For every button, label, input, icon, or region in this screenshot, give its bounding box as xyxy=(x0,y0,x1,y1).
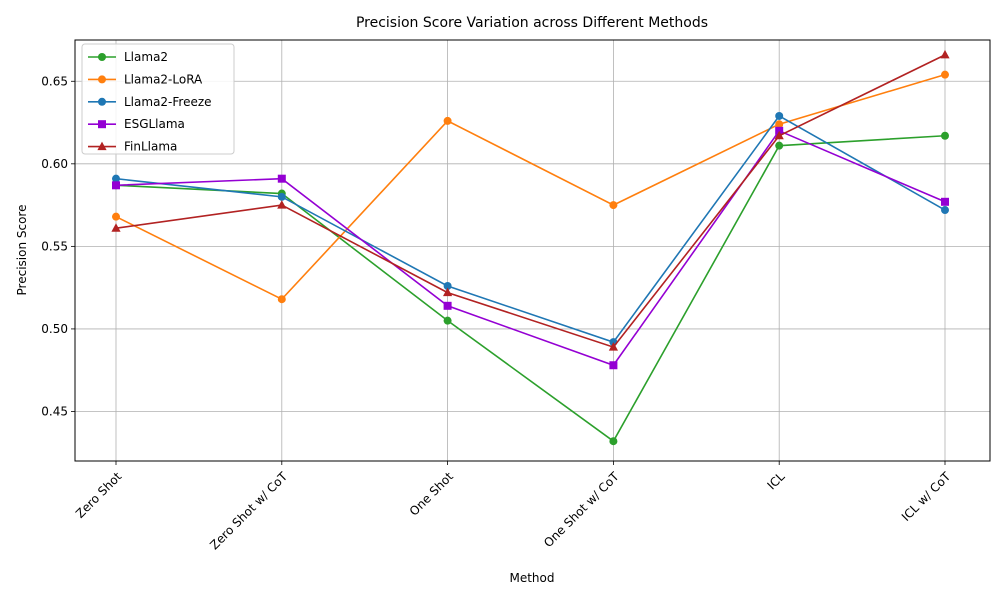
legend-marker-finllama xyxy=(97,141,107,151)
series-line-llama2 xyxy=(115,134,946,443)
series-llama2-freeze xyxy=(112,111,949,347)
data-point-esgllama xyxy=(609,361,618,370)
legend: Llama2 Llama2-LoRA Llama2-Freeze ESGLlama Fi… xyxy=(81,43,235,155)
legend-label-llama2-lora: Llama2-LoRA xyxy=(124,72,203,86)
y-tick-label: 0.45 xyxy=(41,404,68,418)
chart-title: Precision Score Variation across Differe… xyxy=(356,15,708,31)
plot-frame xyxy=(74,39,991,462)
data-point-llama2-lora xyxy=(941,70,949,79)
legend-label-llama2: Llama2 xyxy=(124,50,168,64)
series-line-finllama xyxy=(115,54,946,349)
y-tick-label: 0.50 xyxy=(41,322,68,336)
y-tick-label: 0.60 xyxy=(41,157,68,171)
x-tick-label: ICL xyxy=(764,469,787,492)
data-point-llama2-lora xyxy=(609,201,618,210)
data-point-llama2-freeze xyxy=(277,192,286,201)
legend-box xyxy=(81,43,235,155)
series-llama2 xyxy=(112,131,949,446)
data-point-finllama xyxy=(940,49,950,59)
x-tick-label: One Shot w/ CoT xyxy=(541,469,622,550)
series-line-llama2-lora xyxy=(115,73,946,301)
x-tick-label: ICL w/ CoT xyxy=(899,469,954,524)
data-point-esgllama xyxy=(112,181,120,190)
legend-marker-llama2-freeze xyxy=(98,97,106,106)
data-point-llama2-freeze xyxy=(443,281,452,290)
data-point-finllama xyxy=(277,200,287,209)
data-point-esgllama xyxy=(941,197,949,206)
series-llama2-lora xyxy=(112,70,949,304)
legend-label-llama2-freeze: Llama2-Freeze xyxy=(124,95,212,109)
legend-marker-llama2 xyxy=(98,53,106,61)
series-line-esgllama xyxy=(115,129,946,367)
legend-label-finllama: FinLlama xyxy=(124,140,177,154)
series-line-llama2-freeze xyxy=(115,114,946,344)
series-finllama xyxy=(111,49,950,351)
legend-marker-esgllama xyxy=(98,120,106,129)
data-point-finllama xyxy=(774,130,784,140)
data-point-llama2 xyxy=(443,316,452,325)
y-ticks: 0.45 0.50 0.55 0.60 0.65 xyxy=(41,74,75,418)
x-tick-label: One Shot xyxy=(407,469,456,518)
y-tick-label: 0.65 xyxy=(41,74,68,88)
data-point-llama2-lora xyxy=(277,295,286,304)
data-point-llama2 xyxy=(775,141,784,150)
data-point-finllama xyxy=(608,342,618,351)
data-point-llama2 xyxy=(609,437,618,446)
data-point-llama2-freeze xyxy=(775,111,784,120)
data-point-llama2 xyxy=(941,131,949,140)
data-point-esgllama xyxy=(277,174,286,183)
legend-label-esgllama: ESGLlama xyxy=(124,117,185,131)
x-axis-label: Method xyxy=(509,571,554,585)
data-point-llama2-freeze xyxy=(112,174,120,183)
y-axis-label: Precision Score xyxy=(15,205,29,296)
data-point-llama2-lora xyxy=(112,212,120,221)
data-point-llama2-lora xyxy=(775,120,784,129)
series-layer xyxy=(111,49,950,446)
data-point-esgllama xyxy=(443,301,452,310)
data-point-finllama xyxy=(111,223,121,232)
legend-marker-llama2-lora xyxy=(98,75,106,84)
y-tick-label: 0.55 xyxy=(41,239,68,253)
x-tick-label: Zero Shot w/ CoT xyxy=(207,469,290,552)
x-ticks: Zero Shot Zero Shot w/ CoT One Shot One Sho… xyxy=(73,461,954,552)
data-point-finllama xyxy=(443,287,453,297)
data-point-llama2-freeze xyxy=(941,206,949,215)
x-tick-label: Zero Shot xyxy=(73,469,125,521)
data-point-llama2-lora xyxy=(443,116,452,125)
